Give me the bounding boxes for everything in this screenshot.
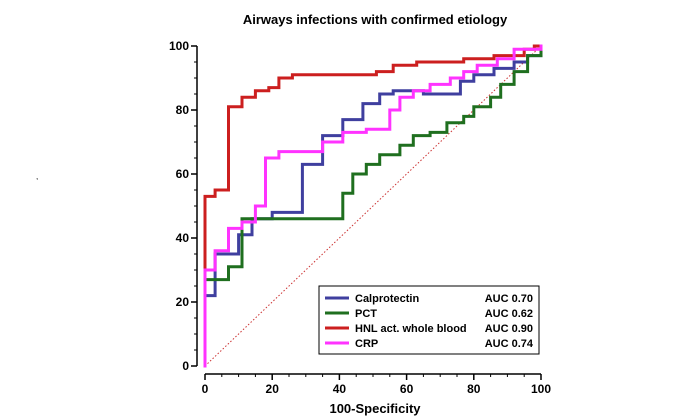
axes: 0 20 40 60 80 100 0 20 40 60 80 100 bbox=[169, 39, 551, 396]
legend-series-name: CRP bbox=[355, 338, 378, 350]
legend-auc-value: AUC 0.90 bbox=[485, 323, 533, 335]
x-tick-label: 100 bbox=[531, 382, 551, 396]
y-tick-label: 40 bbox=[176, 231, 190, 245]
reference-diagonal-line bbox=[204, 45, 542, 367]
legend-series-name: Calprotectin bbox=[355, 293, 419, 305]
series-line-0 bbox=[203, 44, 543, 368]
plot-area bbox=[203, 44, 543, 368]
y-tick-label: 0 bbox=[182, 359, 189, 373]
x-tick-label: 0 bbox=[202, 382, 209, 396]
series-line-3 bbox=[203, 44, 543, 368]
legend-series-name: PCT bbox=[355, 308, 377, 320]
legend-auc-value: AUC 0.62 bbox=[485, 308, 533, 320]
legend-auc-value: AUC 0.70 bbox=[485, 293, 533, 305]
chart-title: Airways infections with confirmed etiolo… bbox=[243, 12, 508, 27]
stray-mark: , bbox=[36, 172, 39, 181]
y-tick-label: 80 bbox=[176, 103, 190, 117]
x-tick-label: 80 bbox=[467, 382, 481, 396]
legend: Calprotectin AUC 0.70 PCT AUC 0.62 HNL act. … bbox=[318, 285, 540, 355]
x-tick-label: 40 bbox=[333, 382, 347, 396]
y-tick-label: 20 bbox=[176, 295, 190, 309]
legend-series-name: HNL act. whole blood bbox=[355, 323, 467, 335]
x-tick-label: 20 bbox=[266, 382, 280, 396]
legend-box bbox=[318, 285, 540, 355]
series-line-1 bbox=[203, 44, 543, 368]
x-axis-label: 100-Specificity bbox=[329, 401, 421, 416]
y-tick-label: 60 bbox=[176, 167, 190, 181]
legend-auc-value: AUC 0.74 bbox=[485, 338, 534, 350]
y-tick-label: 100 bbox=[169, 39, 189, 53]
x-tick-label: 60 bbox=[400, 382, 414, 396]
series-line-2 bbox=[203, 44, 543, 368]
